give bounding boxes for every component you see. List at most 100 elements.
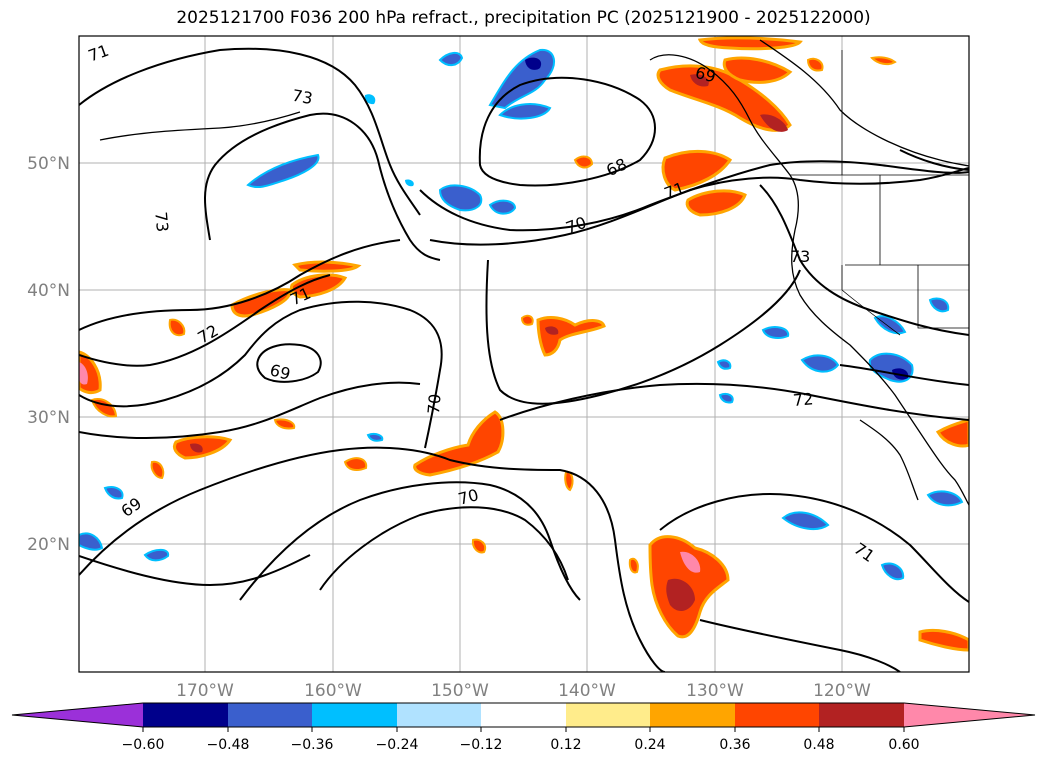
precip-area-neg <box>246 153 320 189</box>
contour-69-west <box>256 343 322 383</box>
coastlines <box>99 39 969 506</box>
colorbar-tick-label: 0.48 <box>803 737 834 753</box>
precip-area-pos <box>545 326 559 335</box>
map-frame-bg <box>79 36 969 672</box>
precip-area-pos <box>273 418 296 430</box>
precip-area-pos <box>690 74 709 87</box>
precip-area-neg <box>488 199 517 215</box>
contour-71-north <box>429 167 969 246</box>
precip-area-pos <box>343 457 368 471</box>
lon-label: 130°W <box>686 681 744 701</box>
contour-72-south <box>499 382 969 421</box>
lat-label: 40°N <box>27 281 70 301</box>
contour-label: 73 <box>790 247 810 266</box>
lat-label: 20°N <box>27 535 70 555</box>
precip-area-pos <box>760 114 788 132</box>
precip-area-neg <box>405 179 414 187</box>
contour-70-central <box>79 300 443 449</box>
colorbar-bin <box>397 703 481 727</box>
precip-area-pos <box>628 557 639 574</box>
precip-area-pos <box>150 460 165 480</box>
colorbar-tick-label: 0.12 <box>550 737 581 753</box>
contour-71-south <box>659 493 969 603</box>
precip-area-neg <box>781 511 830 531</box>
precip-area-pos <box>722 56 793 84</box>
contour-label: 72 <box>792 389 814 410</box>
lat-label: 50°N <box>27 154 70 174</box>
border-state <box>917 265 969 329</box>
contour-70-inner <box>319 506 569 591</box>
precip-area-pos <box>413 410 505 477</box>
precip-area-pos <box>666 578 695 612</box>
precip-area-pos <box>685 189 747 217</box>
colorbar: −0.60 −0.48 −0.36 −0.24 −0.12 0.12 0.24 … <box>11 702 1036 753</box>
contour-71-mid <box>79 381 421 439</box>
colorbar-tick-label: −0.12 <box>460 737 503 753</box>
contour-73-west <box>204 112 441 261</box>
precip-area-pos <box>292 260 362 273</box>
precip-area-neg <box>498 103 552 120</box>
colorbar-extend-high <box>904 703 1035 727</box>
precip-area-pos <box>870 56 897 66</box>
colorbar-tick-label: 0.60 <box>888 737 919 753</box>
colorbar-bin <box>819 703 904 727</box>
lat-label: 30°N <box>27 408 70 428</box>
colorbar-bin <box>566 703 650 727</box>
precip-area-neg <box>366 432 384 442</box>
precip-area-pos <box>289 273 348 299</box>
lon-label: 150°W <box>431 681 489 701</box>
precip-area-neg <box>928 297 950 313</box>
precip-area-neg <box>103 486 124 500</box>
precip-area-neg <box>143 548 170 562</box>
precip-area-pos <box>471 538 487 554</box>
contour-label: 70 <box>424 393 445 415</box>
borders <box>790 50 969 336</box>
colorbar-tick-label: −0.36 <box>291 737 334 753</box>
colorbar-ticks <box>142 727 905 732</box>
colorbar-tick-label: −0.48 <box>207 737 250 753</box>
contour-label: 70 <box>456 485 481 509</box>
precip-area-pos <box>564 470 574 492</box>
contour-label: 69 <box>268 360 293 384</box>
precip-area-neg <box>926 490 964 507</box>
precip-area-pos <box>168 318 186 337</box>
precip-area-pos <box>697 36 803 51</box>
contour-label: 73 <box>291 86 314 108</box>
coastline-baja <box>859 419 919 501</box>
contour-label: 73 <box>151 211 172 233</box>
colorbar-bin <box>481 703 566 727</box>
colorbar-bin <box>650 703 735 727</box>
precip-area-neg <box>800 354 840 373</box>
latitude-labels: 50°N 40°N 30°N 20°N <box>27 154 70 555</box>
coastline-north-america <box>649 54 969 506</box>
precip-area-pos <box>918 628 969 652</box>
precip-area-pos <box>573 155 594 169</box>
precip-area-neg <box>438 184 483 212</box>
precip-area-pos <box>79 362 88 385</box>
precip-area-neg <box>718 392 734 404</box>
contour-73-east <box>899 149 969 171</box>
lon-label: 170°W <box>176 681 234 701</box>
colorbar-bin <box>143 703 228 727</box>
precip-area-neg <box>716 359 732 370</box>
precip-area-pos <box>520 314 534 326</box>
colorbar-bin <box>735 703 819 727</box>
refractivity-contours <box>79 47 969 672</box>
map-border <box>78 35 970 673</box>
colorbar-tick-label: 0.36 <box>719 737 750 753</box>
precip-area-neg <box>438 52 464 66</box>
contour-73-coastal <box>759 184 969 336</box>
precip-area-neg <box>873 315 907 335</box>
coastline-aleutians <box>99 111 301 141</box>
colorbar-bin <box>228 703 312 727</box>
precip-area-pos <box>806 57 824 72</box>
precip-area-neg <box>880 562 905 581</box>
precip-area-neg <box>79 532 104 551</box>
lon-label: 160°W <box>304 681 362 701</box>
precip-area-pos <box>230 288 292 318</box>
lon-label: 140°W <box>558 681 616 701</box>
contour-label: 69 <box>693 63 718 87</box>
precip-area-pos <box>680 551 701 573</box>
precip-area-neg <box>364 94 376 105</box>
